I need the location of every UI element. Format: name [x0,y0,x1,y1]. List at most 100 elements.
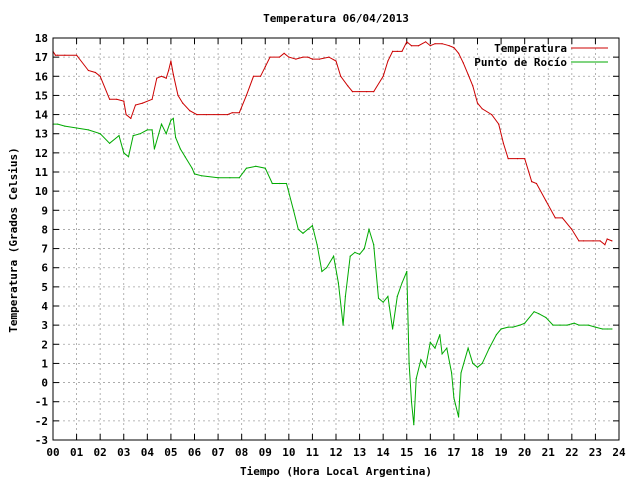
data-point-temperatura [571,228,573,230]
data-point-punto-de-rocio [396,295,398,297]
data-point-punto-de-rocio [363,248,365,250]
data-point-punto-de-rocio [193,173,196,175]
data-point-temperatura [606,238,608,240]
y-tick-label: 16 [35,70,49,83]
data-point-temperatura [462,62,464,64]
data-point-temperatura [318,58,321,60]
data-point-temperatura [401,50,403,53]
data-point-temperatura [99,75,101,77]
data-point-temperatura [264,66,266,68]
x-tick-label: 18 [471,446,484,459]
data-point-temperatura [226,114,229,116]
y-tick-label: 7 [41,243,48,256]
x-tick-label: 17 [447,446,460,459]
data-point-temperatura [125,114,127,116]
x-tick-label: 15 [400,446,413,459]
data-point-punto-de-rocio [578,324,580,326]
data-point-punto-de-rocio [316,244,318,246]
x-tick-label: 14 [377,446,391,459]
y-tick-label: 12 [35,147,48,160]
data-point-temperatura [453,47,455,49]
data-point-punto-de-rocio [594,326,597,328]
x-tick-label: 03 [117,446,130,459]
data-point-temperatura [328,56,330,58]
data-point-punto-de-rocio [349,255,351,257]
data-point-temperatura [156,77,158,79]
data-point-temperatura [410,45,413,47]
data-point-punto-de-rocio [127,156,130,158]
data-point-punto-de-rocio [415,378,417,380]
data-point-punto-de-rocio [368,228,370,230]
y-tick-label: 4 [41,300,48,313]
data-point-temperatura [151,98,153,100]
data-point-punto-de-rocio [500,328,502,330]
grid [52,37,620,441]
data-point-punto-de-rocio [99,133,101,135]
data-point-punto-de-rocio [460,372,462,374]
data-point-punto-de-rocio [441,353,443,355]
data-point-punto-de-rocio [229,177,231,179]
data-point-punto-de-rocio [311,225,313,227]
y-tick-label: 9 [41,204,48,217]
x-tick-label: 24 [612,446,626,459]
data-point-temperatura [583,240,585,242]
y-tick-label: 0 [41,377,48,390]
y-tick-label: -3 [35,434,48,447]
data-point-temperatura [205,114,207,116]
data-point-punto-de-rocio [573,322,575,324]
data-point-punto-de-rocio [321,270,323,273]
x-tick-label: 02 [94,446,107,459]
data-point-temperatura [554,217,556,219]
plot-frame [52,37,620,441]
data-point-temperatura [170,60,172,62]
data-point-temperatura [373,91,375,93]
data-point-temperatura [392,50,394,53]
y-tick-label: 5 [41,281,48,294]
data-point-punto-de-rocio [132,135,134,137]
data-point-temperatura [476,102,479,104]
data-point-punto-de-rocio [64,125,66,127]
data-point-punto-de-rocio [387,295,389,297]
legend-label-punto-de-rocio: Punto de Rocío [474,56,567,69]
x-tick-label: 22 [565,446,578,459]
data-point-punto-de-rocio [606,328,608,330]
x-tick-label: 06 [188,446,202,459]
data-point-punto-de-rocio [278,182,280,185]
data-point-temperatura [507,158,509,160]
data-point-punto-de-rocio [264,167,266,169]
data-point-punto-de-rocio [179,148,181,150]
x-tick-label: 10 [282,446,295,459]
data-point-punto-de-rocio [184,156,186,158]
data-point-temperatura [491,114,493,116]
data-point-temperatura [387,60,389,62]
data-point-temperatura [524,158,526,160]
x-tick-label: 12 [329,446,342,459]
data-point-punto-de-rocio [451,372,453,374]
data-point-punto-de-rocio [123,152,125,154]
data-point-punto-de-rocio [170,119,172,121]
data-point-temperatura [592,240,594,242]
data-point-temperatura [177,94,179,96]
y-tick-label: -2 [35,415,48,428]
data-point-temperatura [172,73,174,75]
data-point-temperatura [359,91,361,93]
data-point-temperatura [238,112,240,114]
data-point-punto-de-rocio [297,228,299,230]
data-point-temperatura [130,117,132,119]
data-point-punto-de-rocio [476,366,479,368]
data-point-temperatura [425,41,427,43]
data-point-temperatura [611,240,613,242]
data-point-temperatura [458,52,460,54]
y-tick-label: 8 [41,223,48,236]
data-point-punto-de-rocio [524,322,526,324]
data-point-temperatura [87,69,89,72]
data-point-punto-de-rocio [337,282,339,284]
data-point-punto-de-rocio [285,182,288,185]
y-tick-label: 17 [35,51,48,64]
data-point-punto-de-rocio [453,397,455,399]
data-point-temperatura [283,52,285,54]
y-tick-label: 2 [41,338,48,351]
data-point-punto-de-rocio [382,301,384,303]
data-point-punto-de-rocio [406,270,408,273]
